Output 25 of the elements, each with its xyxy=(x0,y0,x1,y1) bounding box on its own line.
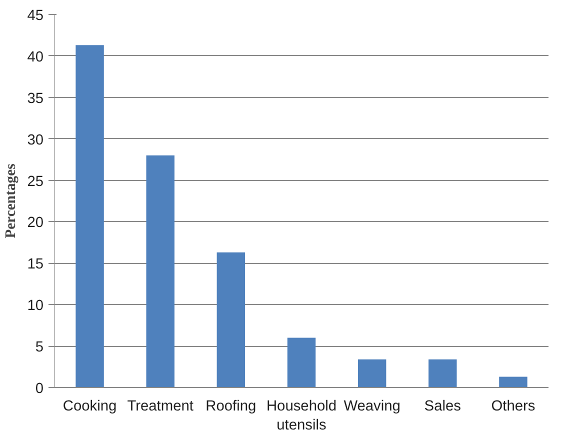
x-tick-label: Household utensils xyxy=(266,398,337,434)
bar xyxy=(499,376,528,388)
x-tick-label: Weaving xyxy=(344,398,400,414)
bar xyxy=(76,45,104,388)
x-tick-label: Sales xyxy=(424,398,461,414)
x-tick-label: Others xyxy=(491,398,536,414)
bar xyxy=(358,359,386,388)
y-axis-title: Percentages xyxy=(3,163,20,238)
y-tick-label: 0 xyxy=(35,381,44,397)
y-tick-label: 35 xyxy=(27,90,44,107)
y-tick-label: 5 xyxy=(35,340,44,356)
y-tick-label: 30 xyxy=(27,132,44,148)
x-tick-label: Roofing xyxy=(206,398,256,414)
y-tick-label: 20 xyxy=(27,215,44,232)
y-tick-label: 45 xyxy=(27,8,44,24)
x-tick-label: Cooking xyxy=(62,398,117,414)
bar xyxy=(216,252,246,388)
y-tick-label: 10 xyxy=(27,298,44,314)
bar xyxy=(146,155,174,388)
bar xyxy=(287,338,316,388)
bar xyxy=(428,359,457,388)
y-tick-label: 15 xyxy=(27,256,44,273)
y-tick-label: 40 xyxy=(27,49,44,66)
y-tick-label: 25 xyxy=(27,174,44,190)
x-tick-label: Treatment xyxy=(127,398,194,414)
